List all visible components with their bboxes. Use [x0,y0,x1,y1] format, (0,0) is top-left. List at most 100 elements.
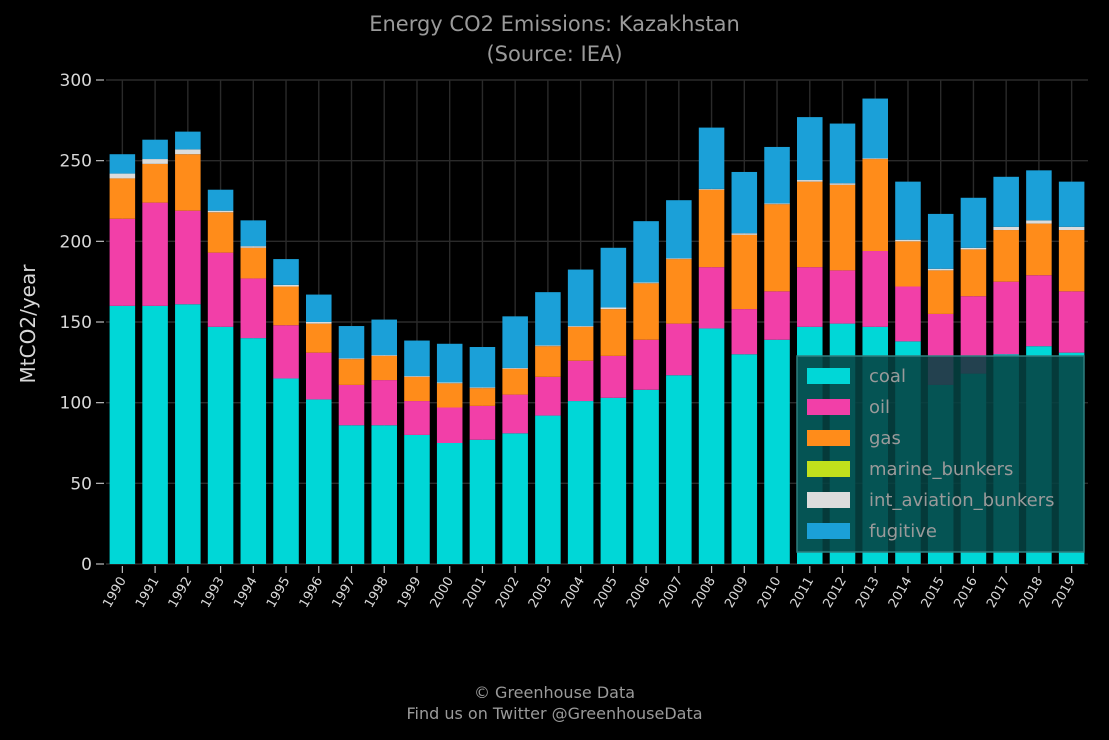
bar-int_aviation_bunkers-2008 [698,188,725,190]
bar-int_aviation_bunkers-2006 [633,282,659,284]
x-tick-label: 2017 [984,575,1014,611]
bar-gas-1993 [207,212,234,253]
legend-label-marine_bunkers: marine_bunkers [869,459,1013,480]
bar-coal-2007 [666,375,692,564]
x-tick-label: 2018 [1017,575,1047,611]
bar-gas-1996 [306,323,332,353]
bar-int_aviation_bunkers-2015 [927,268,954,271]
bar-gas-2007 [666,259,692,324]
bar-coal-1993 [207,326,234,564]
bar-int_aviation_bunkers-2009 [731,233,758,235]
bar-fugitive-2009 [731,171,758,234]
bar-int_aviation_bunkers-1991 [142,159,168,164]
bar-fugitive-2001 [469,347,496,388]
x-tick-label: 1993 [198,575,228,611]
bar-oil-2010 [764,291,790,340]
bar-int_aviation_bunkers-1992 [175,149,201,155]
x-tick-label: 1994 [231,575,261,611]
bar-gas-1997 [338,359,365,385]
bar-oil-1990 [109,218,136,306]
x-tick-label: 2011 [788,575,818,611]
bar-gas-2008 [698,189,725,268]
bar-oil-2002 [502,394,528,434]
chart-subtitle: (Source: IEA) [486,42,623,66]
credit-line-1: © Greenhouse Data [473,683,636,702]
y-tick-label: 0 [81,555,92,575]
x-tick-label: 1999 [395,575,425,611]
bar-int_aviation_bunkers-1996 [306,322,332,324]
bar-gas-2000 [436,383,463,408]
x-tick-label: 2008 [689,575,719,611]
bar-coal-1994 [240,338,267,564]
bar-int_aviation_bunkers-2004 [567,326,594,327]
legend-swatch-marine_bunkers [807,461,850,477]
x-tick-label: 2001 [460,575,490,611]
bar-fugitive-2019 [1058,181,1085,227]
bar-coal-1999 [404,434,430,564]
bar-oil-2014 [895,286,921,342]
bar-gas-2010 [764,204,790,292]
bar-gas-1992 [175,154,201,211]
bar-coal-2002 [502,433,528,564]
bar-int_aviation_bunkers-2016 [960,247,987,250]
chart-title: Energy CO2 Emissions: Kazakhstan [369,12,740,36]
bar-gas-2004 [567,326,594,361]
bar-int_aviation_bunkers-2014 [895,239,921,242]
bar-int_aviation_bunkers-2003 [535,345,561,347]
x-tick-label: 1990 [100,575,130,611]
bar-coal-2010 [764,339,790,564]
y-tick-label: 200 [60,232,92,252]
bar-gas-1998 [371,355,397,381]
bar-oil-2013 [862,251,888,327]
bar-fugitive-2004 [567,269,594,327]
bar-coal-1998 [371,425,397,564]
bar-fugitive-2015 [927,213,954,269]
bar-coal-2001 [469,439,496,564]
bar-gas-2005 [600,309,627,356]
x-tick-label: 1998 [362,575,392,611]
bar-fugitive-1997 [338,326,365,359]
bar-fugitive-2008 [698,127,725,189]
x-tick-label: 2019 [1050,575,1080,611]
bar-gas-1994 [240,247,267,279]
bar-oil-2009 [731,309,758,355]
bar-oil-2007 [666,323,692,376]
bar-int_aviation_bunkers-2007 [666,258,692,260]
legend-label-coal: coal [869,366,906,387]
bar-gas-2006 [633,283,659,340]
bar-gas-2017 [993,230,1019,282]
bar-coal-2008 [698,328,725,564]
bar-oil-1997 [338,384,365,426]
bar-fugitive-2006 [633,221,659,283]
bar-gas-1991 [142,163,168,203]
bar-fugitive-2002 [502,316,528,368]
bar-oil-1998 [371,380,397,426]
bar-coal-1991 [142,305,168,564]
bar-int_aviation_bunkers-2013 [862,158,888,160]
bar-oil-1993 [207,252,234,327]
bar-int_aviation_bunkers-2002 [502,367,528,369]
bar-gas-2009 [731,234,758,310]
bar-fugitive-1992 [175,131,201,150]
x-tick-label: 2013 [853,575,883,611]
bar-int_aviation_bunkers-2019 [1058,226,1085,231]
bar-oil-2006 [633,339,659,390]
bar-int_aviation_bunkers-1998 [371,355,397,356]
bar-gas-1999 [404,376,430,402]
y-tick-label: 300 [60,71,92,91]
bar-int_aviation_bunkers-1990 [109,173,136,179]
bar-gas-2011 [797,181,823,268]
bar-coal-1990 [109,305,136,564]
bar-coal-1996 [306,399,332,564]
bar-fugitive-2014 [895,181,921,240]
bar-gas-2018 [1026,223,1052,276]
legend-label-int_aviation_bunkers: int_aviation_bunkers [869,490,1055,511]
x-tick-label: 2005 [591,575,621,611]
bar-coal-2003 [535,415,561,564]
bar-oil-1992 [175,210,201,305]
bar-oil-1999 [404,401,430,435]
x-tick-label: 2002 [493,575,523,611]
bar-oil-2017 [993,281,1019,355]
bar-fugitive-2017 [993,176,1019,227]
